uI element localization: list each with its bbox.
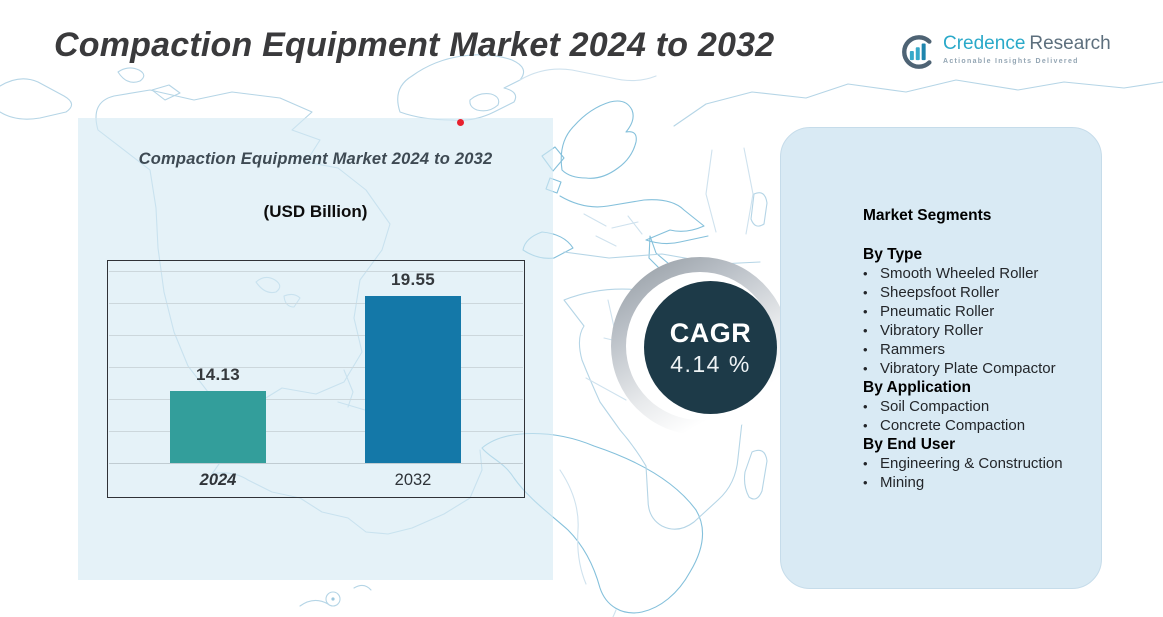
chart-title: Compaction Equipment Market 2024 to 2032 — [138, 150, 493, 168]
segment-item: • Concrete Compaction — [863, 416, 1083, 435]
credence-logo-icon — [898, 33, 936, 76]
bar-value-2024: 14.13 — [195, 365, 241, 384]
segment-item-label: Sheepsfoot Roller — [880, 284, 1000, 301]
cagr-label: CAGR — [669, 317, 752, 348]
gridline — [109, 335, 523, 336]
gridline — [109, 271, 523, 272]
segment-item: • Smooth Wheeled Roller — [863, 264, 1083, 283]
bullet-icon: • — [863, 323, 868, 338]
cagr-badge: CAGR 4.14 % — [644, 281, 777, 414]
segments-groups: By Type • Smooth Wheeled Roller • Sheepsfoot… — [863, 245, 1083, 492]
segment-item: • Vibratory Plate Compactor — [863, 359, 1083, 378]
brand-logo: Credence Research Actionable Insights Del… — [898, 33, 1111, 76]
logo-brand-line: Credence Research — [943, 33, 1111, 55]
bullet-icon: • — [863, 304, 868, 319]
page-title: Compaction Equipment Market 2024 to 2032 — [54, 26, 775, 64]
gridline — [109, 367, 523, 368]
bullet-icon: • — [863, 342, 868, 357]
segment-item: • Rammers — [863, 340, 1083, 359]
market-segments-panel: Market Segments By Type • Smooth Wheeled R… — [780, 127, 1102, 589]
segment-item-label: Rammers — [880, 341, 946, 358]
bullet-icon: • — [863, 399, 868, 414]
segment-item-label: Vibratory Plate Compactor — [880, 360, 1056, 377]
map-marker-dot — [457, 119, 464, 126]
cagr-value: 4.14 % — [670, 350, 751, 377]
bullet-icon: • — [863, 418, 868, 433]
bar-chart-plot-area: 14.13 2024 19.55 2032 — [107, 260, 525, 498]
segment-item: • Soil Compaction — [863, 397, 1083, 416]
segment-item: • Pneumatic Roller — [863, 302, 1083, 321]
segment-group-heading: By End User — [863, 436, 956, 453]
gridline — [109, 399, 523, 400]
x-label-2024: 2024 — [199, 471, 237, 489]
segment-item-label: Pneumatic Roller — [880, 303, 995, 320]
segment-item-label: Concrete Compaction — [880, 417, 1026, 434]
bar-group-2032: 19.55 2032 — [365, 270, 461, 489]
bullet-icon: • — [863, 285, 868, 300]
segment-item: • Mining — [863, 473, 1083, 492]
segment-item-label: Mining — [880, 474, 925, 491]
bullet-icon: • — [863, 361, 868, 376]
gridline — [109, 431, 523, 432]
segment-group-heading: By Type — [863, 246, 923, 263]
segment-group-heading: By Application — [863, 379, 971, 396]
gridline — [109, 303, 523, 304]
chart-panel: Compaction Equipment Market 2024 to 2032… — [78, 118, 553, 580]
segment-item-label: Soil Compaction — [880, 398, 990, 415]
bullet-icon: • — [863, 266, 868, 281]
bar-group-2024: 14.13 2024 — [170, 365, 266, 489]
segment-item-label: Vibratory Roller — [880, 322, 984, 339]
bullet-icon: • — [863, 475, 868, 490]
chart-subtitle: (USD Billion) — [263, 202, 368, 221]
logo-tagline: Actionable Insights Delivered — [943, 58, 1079, 65]
bar-2032 — [365, 296, 461, 463]
logo-brand-primary: Credence — [943, 33, 1026, 54]
segment-item: • Sheepsfoot Roller — [863, 283, 1083, 302]
bar-2024 — [170, 391, 266, 463]
segments-title: Market Segments — [863, 207, 992, 224]
x-label-2032: 2032 — [394, 471, 432, 489]
logo-brand-secondary: Research — [1029, 33, 1111, 54]
segment-item: • Engineering & Construction — [863, 454, 1083, 473]
x-axis-baseline — [109, 463, 523, 464]
segment-item-label: Engineering & Construction — [880, 455, 1063, 472]
bar-value-2032: 19.55 — [390, 270, 436, 289]
segment-item-label: Smooth Wheeled Roller — [880, 265, 1039, 282]
segment-item: • Vibratory Roller — [863, 321, 1083, 340]
bullet-icon: • — [863, 456, 868, 471]
